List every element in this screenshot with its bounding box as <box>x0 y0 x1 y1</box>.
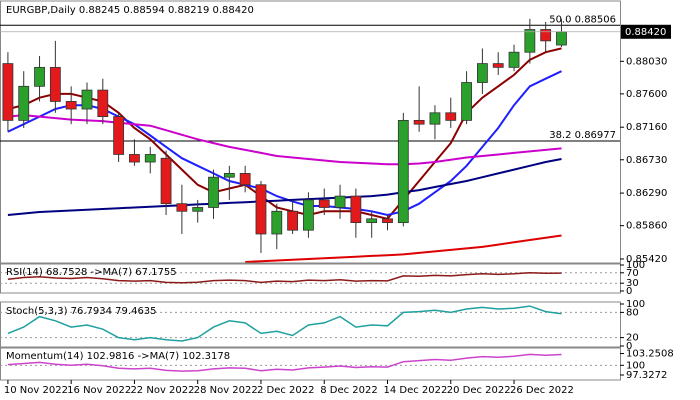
panel-frame <box>0 301 621 349</box>
y-tick-label: 103.2508 <box>626 349 674 360</box>
y-tick-label: 0.85420 <box>626 254 667 265</box>
candle-body <box>144 154 156 163</box>
x-tick-label: 10 Nov 2022 <box>4 385 68 396</box>
last-price-label: 0.88420 <box>625 27 666 38</box>
panel-frame <box>0 0 621 265</box>
candle-body <box>476 63 488 83</box>
x-tick-label: 22 Nov 2022 <box>130 385 194 396</box>
candle-body <box>239 172 251 186</box>
candle-body <box>303 199 314 231</box>
indicator-line <box>7 353 562 372</box>
y-tick-label: 70 <box>626 268 639 279</box>
candle-body <box>113 116 125 155</box>
y-tick-label: 97.3272 <box>626 370 667 381</box>
indicator-line <box>7 114 562 166</box>
indicator-line <box>245 234 562 263</box>
candle-body <box>34 66 45 87</box>
candle-body <box>192 207 204 212</box>
y-tick-label: 20 <box>626 333 639 344</box>
x-tick-label: 16 Nov 2022 <box>67 385 131 396</box>
candle-body <box>429 112 441 125</box>
candle-body <box>508 51 520 68</box>
candle-body <box>461 82 472 121</box>
candle-body <box>413 119 425 125</box>
candle-body <box>81 89 93 110</box>
y-tick-label: 0.86730 <box>626 155 667 166</box>
candle-body <box>65 101 77 110</box>
x-tick-label: 20 Dec 2022 <box>447 385 511 396</box>
y-tick-label: 0.87160 <box>626 122 667 133</box>
y-tick-label: 0.87600 <box>626 89 667 100</box>
candle-body <box>382 218 393 224</box>
candle-body <box>271 210 283 235</box>
candle-body <box>318 199 330 208</box>
candle-body <box>208 176 219 208</box>
panel-frame <box>0 262 621 294</box>
candle-body <box>160 157 172 205</box>
panel-title: Stoch(5,3,3) 76.7934 79.4635 <box>6 306 157 317</box>
level-label: 50.0 0.88506 <box>549 14 616 25</box>
x-tick-label: 8 Dec 2022 <box>320 385 378 396</box>
candle-body <box>492 63 504 68</box>
x-tick-label: 28 Nov 2022 <box>194 385 258 396</box>
candle-body <box>524 29 536 53</box>
level-label: 38.2 0.86977 <box>549 130 616 141</box>
x-tick-label: 26 Dec 2022 <box>510 385 574 396</box>
y-tick-label: 0.85860 <box>626 221 667 232</box>
candle-body <box>287 210 299 231</box>
panel-title: EURGBP,Daily 0.88245 0.88594 0.88219 0.8… <box>6 5 254 16</box>
y-tick-label: 80 <box>626 307 639 318</box>
y-tick-label: 0.86290 <box>626 188 667 199</box>
indicator-line <box>7 272 562 284</box>
candle-body <box>556 31 567 46</box>
y-tick-label: 100 <box>626 260 645 271</box>
y-tick-label: 30 <box>626 278 639 289</box>
candle-body <box>223 172 235 178</box>
y-tick-label: 0 <box>626 341 632 352</box>
y-tick-label: 0 <box>626 286 632 297</box>
candle-body <box>129 154 140 163</box>
x-tick-label: 14 Dec 2022 <box>384 385 448 396</box>
panel-title: Momentum(14) 102.9816 ->MA(7) 102.3178 <box>6 351 230 362</box>
last-price-box <box>621 24 671 39</box>
candle-body <box>97 89 109 117</box>
candle-body <box>176 203 188 212</box>
candle-body <box>2 63 14 121</box>
panel-title: RSI(14) 68.7528 ->MA(7) 67.1755 <box>6 267 177 278</box>
candle-body <box>397 119 409 224</box>
y-tick-label: 0.88030 <box>626 56 667 67</box>
candle-body <box>334 195 346 208</box>
indicator-line <box>7 305 562 342</box>
candle-body <box>445 112 457 121</box>
candle-body <box>350 195 362 224</box>
candle-body <box>540 29 552 42</box>
candle-body <box>49 66 61 102</box>
indicator-line <box>7 158 562 216</box>
x-tick-label: 2 Dec 2022 <box>257 385 315 396</box>
panel-frame <box>0 346 621 381</box>
candle-body <box>366 218 378 224</box>
y-tick-label: 100 <box>626 299 645 310</box>
candle-body <box>18 85 30 121</box>
candle-body <box>255 184 267 235</box>
y-tick-label: 100 <box>626 360 645 371</box>
